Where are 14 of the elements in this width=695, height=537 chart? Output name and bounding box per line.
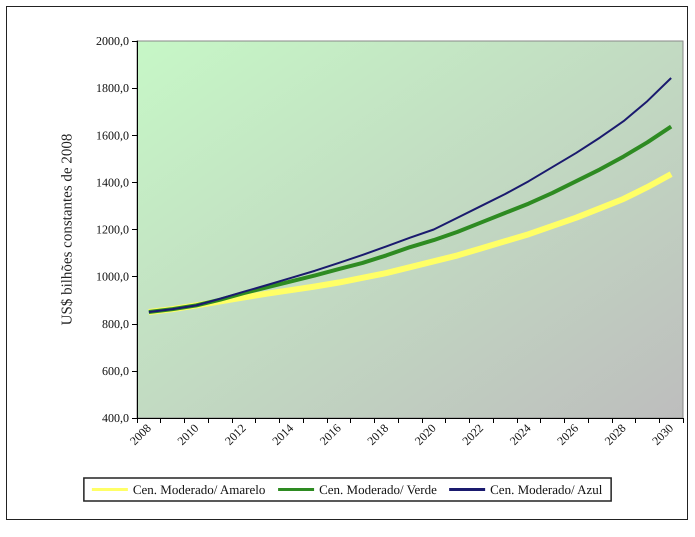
y-tick-label: 1800,0 [96, 81, 129, 96]
legend-label: Cen. Moderado/ Verde [319, 482, 438, 497]
legend-label: Cen. Moderado/ Amarelo [132, 482, 266, 497]
y-tick-label: 2000,0 [96, 34, 129, 48]
y-axis-title: US$ bilhões constantes de 2008 [60, 134, 76, 326]
y-tick-label: 800,0 [102, 316, 129, 331]
y-tick-label: 1400,0 [96, 175, 129, 190]
y-tick-label: 1600,0 [96, 128, 129, 142]
y-tick-label: 1200,0 [96, 222, 129, 236]
line-series [148, 76, 672, 313]
y-tick-label: 600,0 [102, 364, 129, 378]
y-tick-label: 400,0 [102, 411, 129, 425]
y-tick-label: 1000,0 [96, 270, 129, 284]
legend-label: Cen. Moderado/ Azul [490, 482, 603, 497]
